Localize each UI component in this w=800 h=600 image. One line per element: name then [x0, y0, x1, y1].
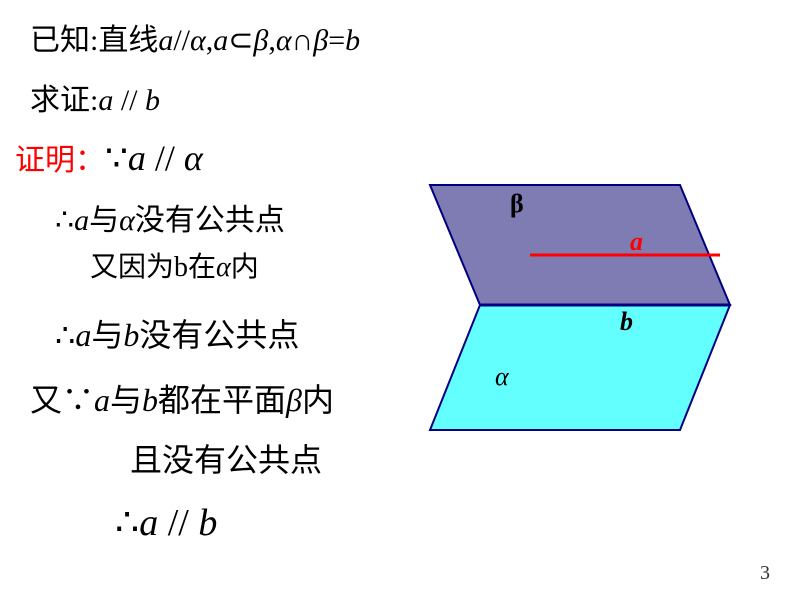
proof-step-3: ∴a与b没有公共点	[55, 310, 299, 356]
proof-step-5: 且没有公共点	[130, 435, 322, 481]
txt: 与	[91, 317, 123, 353]
sym-eq: =	[328, 24, 345, 57]
txt: 且没有公共点	[130, 442, 322, 478]
label-a: a	[630, 227, 643, 256]
sym-subset: ⊂	[228, 24, 253, 57]
sym-par: //	[158, 502, 198, 544]
sym-beta2: β	[313, 24, 328, 57]
sym-a: a	[158, 24, 173, 57]
sym-beta: β	[286, 382, 302, 418]
sym-b: b	[198, 502, 217, 544]
therefore: ∴	[115, 502, 139, 544]
because: ∵	[105, 138, 128, 178]
diagram-svg: β a b α	[420, 170, 780, 440]
txt2: 没有公共点	[139, 317, 299, 353]
sym-alpha2: α	[276, 24, 292, 57]
proof-conclusion: ∴a // b	[115, 500, 217, 545]
therefore: ∴	[55, 317, 75, 353]
txt2: 内	[231, 252, 259, 283]
sym-alpha: α	[119, 204, 135, 237]
sym-par: //	[146, 138, 184, 178]
sym-b: b	[145, 84, 160, 117]
therefore: ∴	[55, 204, 74, 237]
proof-label-line: 证明：∵a // α	[15, 135, 203, 179]
txt: 求证:	[30, 84, 98, 117]
comma2: ,	[268, 24, 276, 57]
label-b: b	[620, 307, 633, 336]
label-beta: β	[510, 189, 524, 218]
txt: 又因为b在	[90, 252, 216, 283]
proof-step-1: ∴a与α没有公共点	[55, 195, 285, 239]
sym-a2: a	[213, 24, 228, 57]
plane-beta	[430, 185, 730, 305]
sym-par: //	[173, 24, 190, 57]
plane-alpha	[430, 305, 730, 430]
sym-a: a	[94, 382, 110, 418]
txt3: 都在平面	[158, 382, 286, 418]
proof-step-4: 又∵a与b都在平面β内	[30, 375, 334, 421]
sym-a: a	[75, 317, 91, 353]
sym-a: a	[98, 84, 113, 117]
proof-step-2: 又因为b在α内	[90, 245, 259, 285]
label-alpha: α	[495, 362, 510, 391]
sym-cap: ∩	[292, 24, 314, 57]
txt: 又∵	[30, 382, 94, 418]
prove-line: 求证:a // b	[30, 75, 160, 119]
sym-b: b	[142, 382, 158, 418]
proof-label: 证明：	[15, 144, 105, 177]
sym-beta: β	[253, 24, 268, 57]
sym-b: b	[123, 317, 139, 353]
sym-a: a	[128, 138, 146, 178]
sym-alpha: α	[216, 252, 231, 283]
sym-b: b	[345, 24, 360, 57]
sym-alpha: α	[184, 138, 203, 178]
txt: 与	[89, 204, 119, 237]
planes-diagram: β a b α	[420, 170, 780, 440]
page-number: 3	[760, 562, 770, 585]
txt2: 与	[110, 382, 142, 418]
sym-par: //	[113, 84, 145, 117]
txt: 已知:直线	[30, 24, 158, 57]
given-line: 已知:直线a//α,a⊂β,α∩β=b	[30, 15, 360, 59]
txt4: 内	[302, 382, 334, 418]
sym-a: a	[139, 502, 158, 544]
txt2: 没有公共点	[135, 204, 285, 237]
sym-alpha: α	[190, 24, 206, 57]
sym-a: a	[74, 204, 89, 237]
